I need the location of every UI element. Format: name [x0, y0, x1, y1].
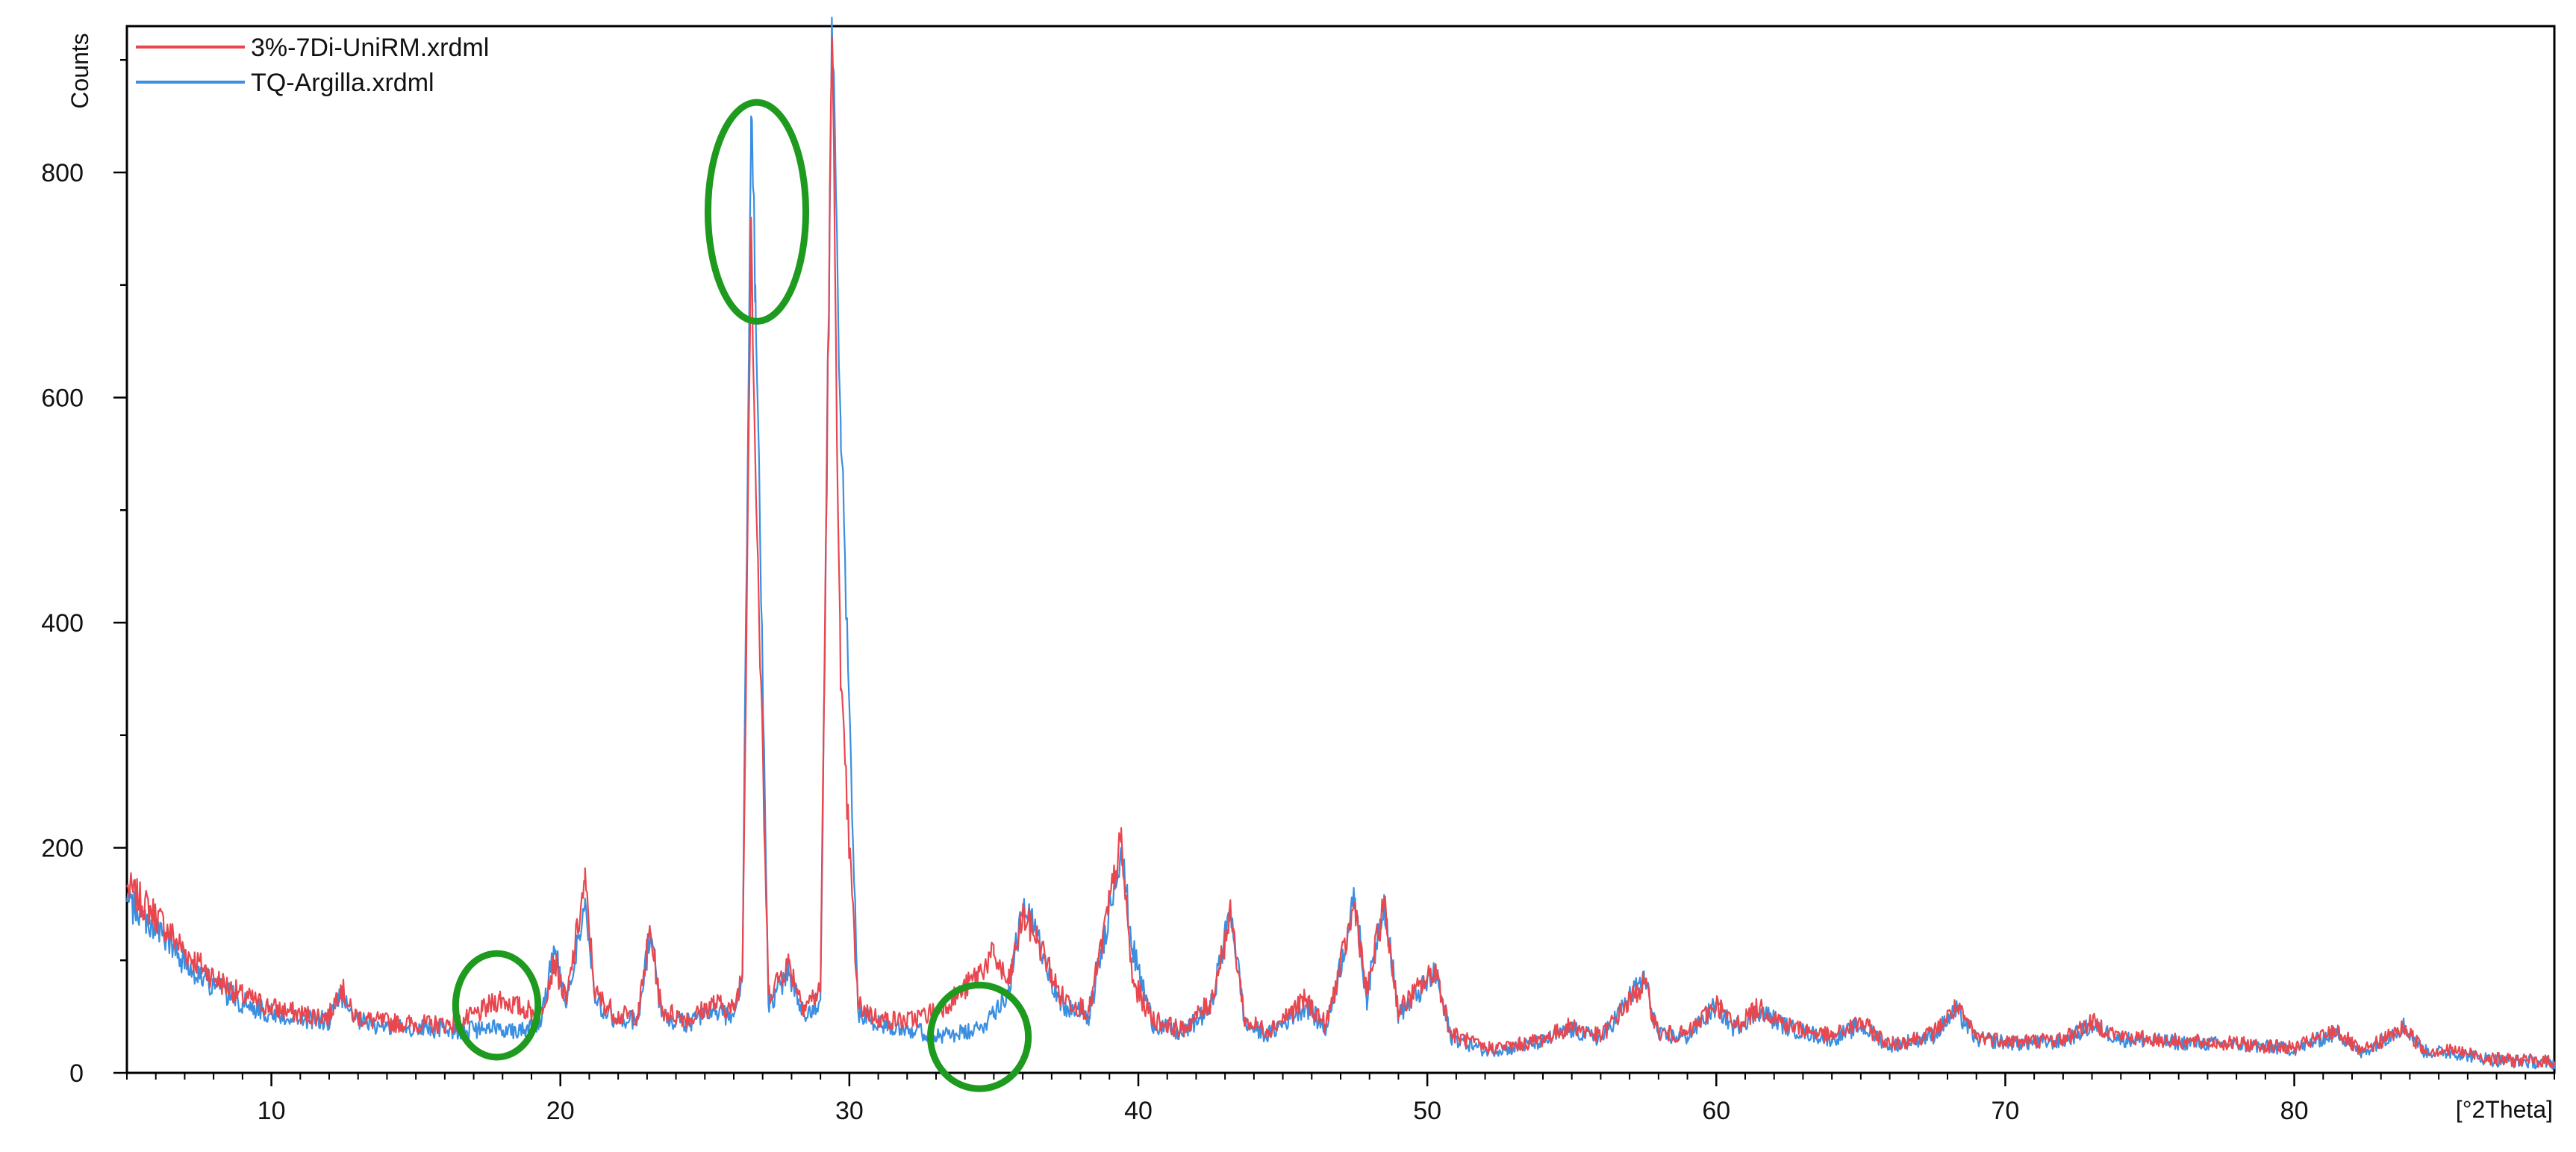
y-tick-label: 400: [41, 609, 84, 638]
y-tick-label: 800: [41, 159, 84, 187]
x-tick-label: 10: [258, 1097, 286, 1125]
x-tick-label: 80: [2280, 1097, 2309, 1125]
series-line-1: [125, 37, 2556, 1068]
y-axis-label: Counts: [66, 33, 93, 108]
x-tick-label: 40: [1124, 1097, 1153, 1125]
y-tick-label: 200: [41, 834, 84, 862]
highlight-ellipse: [704, 99, 810, 325]
highlight-ellipse: [927, 981, 1032, 1092]
legend: 3%-7Di-UniRM.xrdml TQ-Argilla.xrdml: [136, 34, 489, 97]
y-tick-label: 0: [69, 1059, 84, 1088]
x-tick-label: 70: [1992, 1097, 2020, 1125]
plot-frame: [125, 25, 2556, 1074]
x-tick-label: 30: [835, 1097, 864, 1125]
y-tick-label: 600: [41, 384, 84, 412]
x-tick-label: 20: [546, 1097, 575, 1125]
x-axis-label: [°2Theta]: [2456, 1096, 2553, 1123]
legend-label-series-2: TQ-Argilla.xrdml: [251, 69, 434, 97]
x-tick-label: 50: [1413, 1097, 1441, 1125]
highlight-ellipse: [452, 950, 542, 1061]
legend-label-series-1: 3%-7Di-UniRM.xrdml: [251, 34, 489, 62]
x-tick-label: 60: [1702, 1097, 1730, 1125]
annotation-layer: [452, 99, 1032, 1092]
